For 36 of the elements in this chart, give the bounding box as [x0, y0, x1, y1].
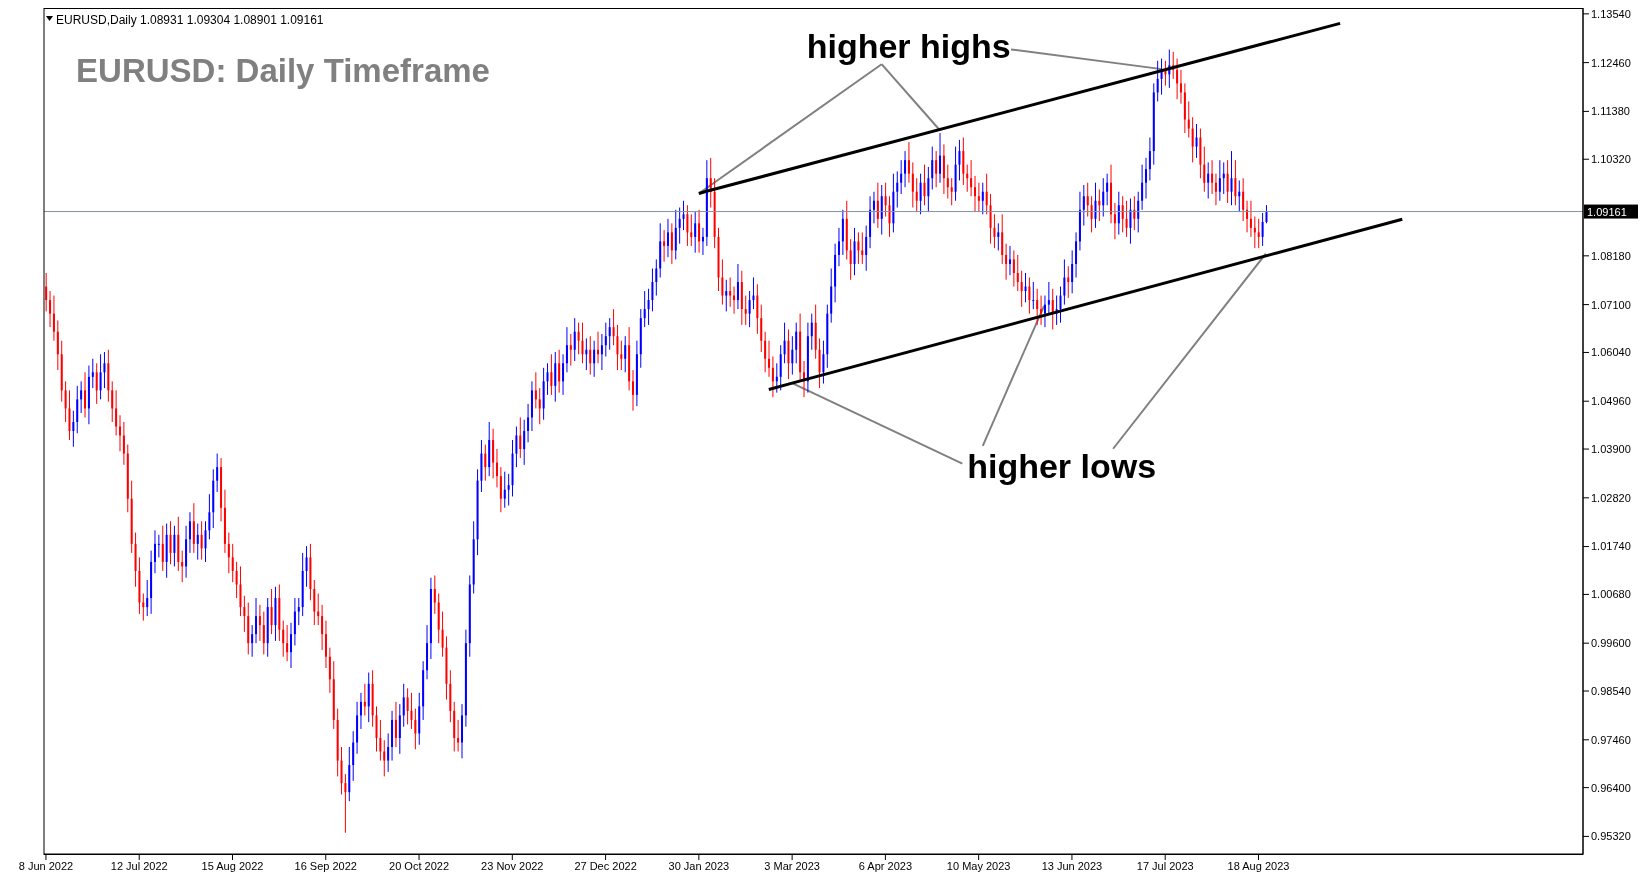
annotation: higher highs	[806, 27, 1011, 66]
x-tick-label: 16 Sep 2022	[294, 859, 357, 872]
y-tick-label: 0.99600	[1591, 637, 1631, 650]
y-tick-label: 1.02820	[1591, 491, 1631, 504]
x-tick-label: 10 May 2023	[946, 859, 1011, 872]
y-tick-label: 1.06040	[1591, 346, 1631, 359]
x-tick-label: 8 Jun 2022	[18, 859, 74, 872]
y-tick-label: 1.10320	[1591, 153, 1631, 166]
annotation: EURUSD,Daily 1.08931 1.09304 1.08901 1.09161	[56, 13, 324, 27]
annotation: higher lows	[967, 447, 1157, 486]
x-tick-label: 15 Aug 2022	[201, 859, 264, 872]
x-tick-label: 30 Jan 2023	[668, 859, 730, 872]
x-tick-label: 13 Jun 2023	[1041, 859, 1103, 872]
y-tick-label: 0.97460	[1591, 733, 1631, 746]
y-tick-label: 1.04960	[1591, 395, 1631, 408]
y-tick-label: 1.01740	[1591, 540, 1631, 553]
x-tick-label: 20 Oct 2022	[389, 859, 449, 872]
y-tick-label: 1.11380	[1591, 105, 1630, 118]
x-tick-label: 12 Jul 2022	[110, 859, 168, 872]
y-tick-label: 1.12460	[1591, 56, 1631, 69]
x-tick-label: 17 Jul 2023	[1136, 859, 1194, 872]
y-tick-label: 1.00680	[1591, 588, 1631, 601]
x-tick-label: 27 Dec 2022	[574, 859, 637, 872]
y-tick-label: 1.13540	[1591, 7, 1631, 20]
ref-line-label: 1.09161	[1587, 205, 1627, 218]
y-tick-label: 1.08180	[1591, 249, 1631, 262]
y-tick-label: 0.98540	[1591, 684, 1631, 697]
y-tick-label: 0.95320	[1591, 830, 1631, 843]
y-tick-label: 0.96400	[1591, 781, 1631, 794]
y-tick-label: 1.03900	[1591, 442, 1631, 455]
x-tick-label: 3 Mar 2023	[764, 859, 820, 872]
text: EURUSD: Daily Timeframe	[76, 51, 490, 89]
y-tick-label: 1.07100	[1591, 298, 1631, 311]
x-tick-label: 6 Apr 2023	[858, 859, 913, 872]
x-tick-label: 18 Aug 2023	[1227, 859, 1290, 872]
x-tick-label: 23 Nov 2022	[481, 859, 544, 872]
